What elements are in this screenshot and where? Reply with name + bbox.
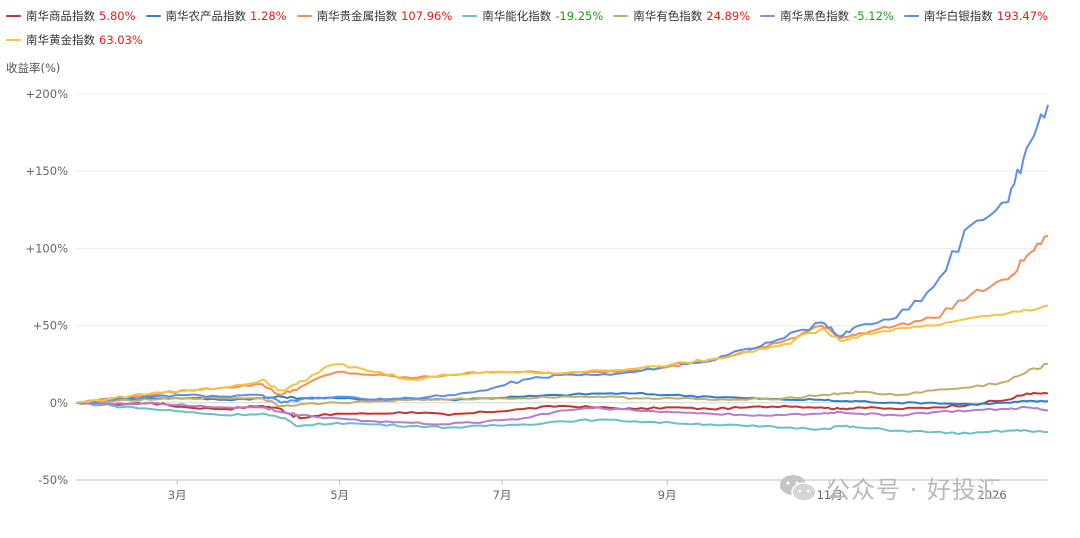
- legend-value: 107.96%: [401, 9, 453, 23]
- legend-item-gold[interactable]: 南华黄金指数 63.03%: [6, 32, 143, 48]
- legend-value: 1.28%: [250, 9, 287, 23]
- legend-label: 南华黄金指数: [26, 33, 95, 47]
- legend-label: 南华黑色指数: [780, 9, 850, 23]
- y-tick-label: +200%: [25, 87, 68, 101]
- legend-label: 南华有色指数: [633, 9, 703, 23]
- y-tick-label: +150%: [25, 164, 68, 178]
- watermark: 公众号 · 好投汇: [778, 470, 1002, 505]
- legend-swatch: [296, 15, 312, 17]
- legend-row-1: 南华商品指数 5.80% 南华农产品指数 1.28% 南华贵金属指数 107.9…: [6, 4, 1076, 28]
- x-tick-label: 5月: [330, 488, 349, 502]
- x-tick-label: 7月: [493, 488, 512, 502]
- legend-item-agriculture[interactable]: 南华农产品指数 1.28%: [145, 8, 287, 24]
- legend-item-energy-chemicals[interactable]: 南华能化指数 -19.25%: [462, 8, 603, 24]
- y-tick-label: +50%: [33, 319, 68, 333]
- x-tick-label: 11月: [817, 488, 843, 502]
- legend-label: 南华白银指数: [923, 9, 993, 23]
- legend-swatch: [6, 39, 21, 41]
- legend-item-nonferrous[interactable]: 南华有色指数 24.89%: [613, 8, 750, 24]
- y-axis-title: 收益率(%): [6, 61, 61, 75]
- x-tick-label: 3月: [168, 488, 187, 502]
- legend-item-ferrous[interactable]: 南华黑色指数 -5.12%: [760, 8, 894, 24]
- legend-row-2: 南华黄金指数 63.03%: [6, 28, 1076, 52]
- legend-swatch: [6, 15, 21, 17]
- series-line: [75, 235, 1049, 404]
- series-line: [75, 401, 1049, 435]
- legend-value: -19.25%: [555, 9, 604, 23]
- legend-value: 5.80%: [99, 9, 136, 23]
- chart-legend: 南华商品指数 5.80% 南华农产品指数 1.28% 南华贵金属指数 107.9…: [6, 4, 1076, 52]
- series-line: [75, 362, 1049, 408]
- x-tick-label: 9月: [658, 488, 677, 502]
- legend-swatch: [145, 15, 161, 17]
- legend-value: 24.89%: [706, 9, 751, 23]
- legend-label: 南华农产品指数: [165, 9, 247, 23]
- series-line: [75, 304, 1049, 404]
- wechat-icon: [780, 474, 817, 502]
- legend-value: -5.12%: [853, 9, 894, 23]
- watermark-text: 公众号 · 好投汇: [826, 476, 1002, 504]
- legend-value: 63.03%: [99, 33, 143, 47]
- legend-swatch: [462, 15, 478, 17]
- y-tick-label: 0%: [50, 396, 68, 410]
- series-line: [75, 401, 1049, 426]
- legend-item-silver[interactable]: 南华白银指数 193.47%: [903, 8, 1048, 24]
- legend-label: 南华能化指数: [482, 9, 552, 23]
- y-tick-label: +100%: [25, 241, 68, 255]
- legend-item-precious-metals[interactable]: 南华贵金属指数 107.96%: [296, 8, 453, 24]
- legend-label: 南华贵金属指数: [316, 9, 398, 23]
- legend-label: 南华商品指数: [26, 9, 95, 23]
- y-tick-label: -50%: [38, 473, 68, 487]
- legend-swatch: [760, 15, 776, 17]
- series-line: [75, 104, 1049, 404]
- x-tick-label: 2026: [977, 488, 1006, 502]
- legend-swatch: [613, 15, 629, 17]
- legend-swatch: [903, 15, 919, 17]
- legend-value: 193.47%: [996, 9, 1048, 23]
- legend-item-commodity[interactable]: 南华商品指数 5.80%: [6, 8, 136, 24]
